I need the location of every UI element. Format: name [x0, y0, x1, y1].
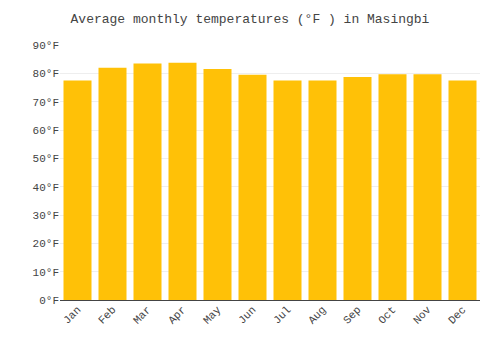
svg-text:70°F: 70°F	[33, 97, 59, 109]
svg-text:10°F: 10°F	[33, 267, 59, 279]
svg-text:Dec: Dec	[446, 304, 468, 326]
svg-text:Sep: Sep	[341, 304, 363, 326]
svg-text:0°F: 0°F	[39, 295, 59, 307]
svg-text:Jun: Jun	[236, 304, 258, 326]
svg-text:30°F: 30°F	[33, 210, 59, 222]
svg-text:Apr: Apr	[166, 304, 188, 326]
svg-text:50°F: 50°F	[33, 153, 59, 165]
svg-text:80°F: 80°F	[33, 68, 59, 80]
svg-text:Average monthly temperatures (: Average monthly temperatures (°F ) in Ma…	[71, 12, 430, 27]
svg-text:90°F: 90°F	[33, 40, 59, 52]
svg-text:Mar: Mar	[131, 304, 153, 326]
svg-text:May: May	[201, 304, 224, 327]
svg-text:Jul: Jul	[271, 304, 293, 326]
svg-text:Nov: Nov	[411, 304, 434, 327]
svg-text:20°F: 20°F	[33, 238, 59, 250]
svg-text:Aug: Aug	[306, 304, 328, 326]
svg-text:Jan: Jan	[61, 304, 83, 326]
svg-text:40°F: 40°F	[33, 182, 59, 194]
svg-text:60°F: 60°F	[33, 125, 59, 137]
svg-text:Feb: Feb	[96, 304, 118, 326]
svg-text:Oct: Oct	[376, 304, 398, 326]
